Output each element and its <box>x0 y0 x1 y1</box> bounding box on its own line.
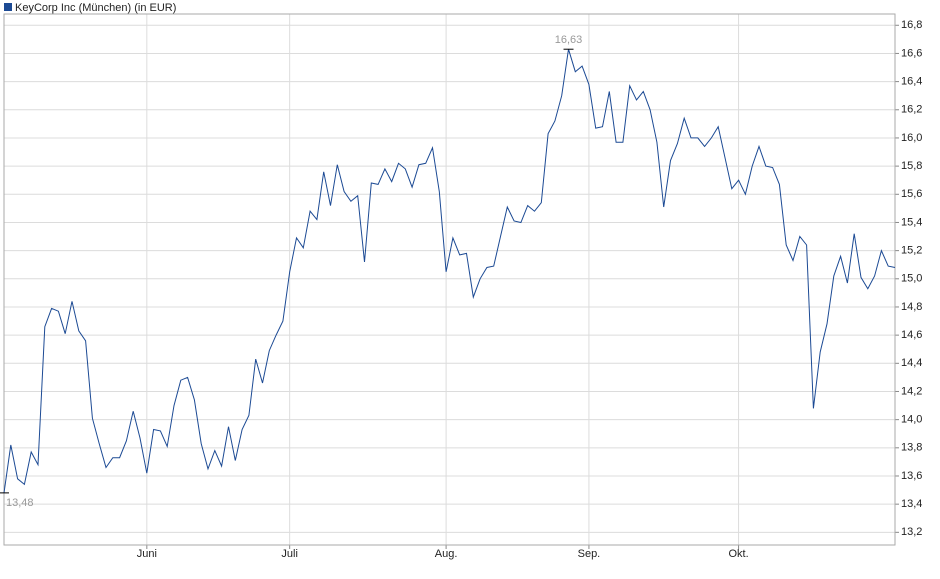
y-tick-label: 14,0 <box>901 414 922 426</box>
annotation-label: 13,48 <box>6 497 34 509</box>
legend-swatch <box>4 3 12 11</box>
y-tick-label: 16,4 <box>901 76 922 88</box>
legend-label: KeyCorp Inc (München) (in EUR) <box>15 2 176 14</box>
y-tick-label: 15,0 <box>901 273 922 285</box>
y-tick-label: 16,2 <box>901 104 922 116</box>
x-tick-label: Aug. <box>435 548 458 560</box>
x-tick-label: Sep. <box>578 548 601 560</box>
y-tick-label: 13,4 <box>901 498 922 510</box>
y-tick-label: 14,4 <box>901 357 922 369</box>
y-tick-label: 15,2 <box>901 245 922 257</box>
y-tick-label: 15,4 <box>901 216 922 228</box>
y-tick-label: 16,8 <box>901 19 922 31</box>
x-tick-label: Juni <box>137 548 157 560</box>
price-line <box>3 49 896 493</box>
x-tick-label: Okt. <box>728 548 748 560</box>
y-tick-label: 14,8 <box>901 301 922 313</box>
y-tick-label: 13,2 <box>901 526 922 538</box>
y-tick-label: 15,8 <box>901 160 922 172</box>
y-tick-label: 13,8 <box>901 442 922 454</box>
y-tick-label: 13,6 <box>901 470 922 482</box>
x-tick-label: Juli <box>281 548 298 560</box>
y-tick-label: 14,6 <box>901 329 922 341</box>
y-tick-label: 16,6 <box>901 47 922 59</box>
y-tick-label: 16,0 <box>901 132 922 144</box>
y-tick-label: 14,2 <box>901 385 922 397</box>
annotation-label: 16,63 <box>555 34 583 46</box>
y-tick-label: 15,6 <box>901 188 922 200</box>
plot-frame <box>3 13 896 546</box>
